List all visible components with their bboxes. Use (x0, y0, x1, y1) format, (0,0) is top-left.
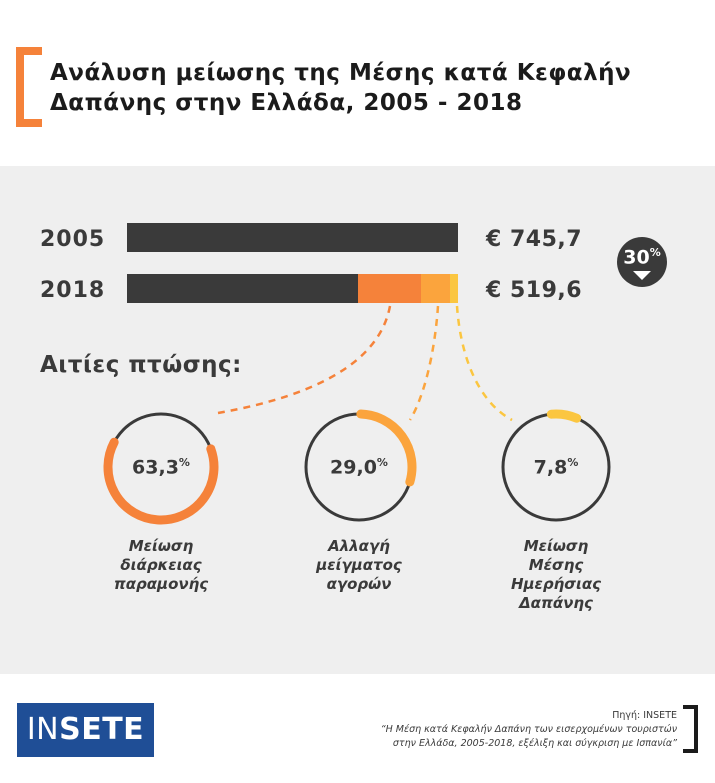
cause-arc-3 (546, 409, 582, 423)
source-label: Πηγή: INSETE (612, 710, 677, 721)
decline-value: 30 (623, 246, 650, 269)
cause-percent-2: 29,0% (330, 456, 388, 479)
cause-percent-3-value: 7,8 (533, 456, 568, 479)
cause-arc-1 (103, 437, 219, 525)
cause-label-2: Αλλαγή μείγματος αγορών (294, 537, 424, 594)
cause-percent-3: 7,8% (533, 456, 579, 479)
bar-2018-segment-daily-spend (450, 274, 459, 303)
cause-label-1-line-1: Μείωση (128, 537, 194, 555)
bar-2018-segment-stay (357, 274, 422, 303)
causes-heading: Αιτίες πτώσης: (40, 352, 242, 378)
title-bracket (16, 47, 42, 127)
cause-label-3-line-3: Ημερήσιας (510, 575, 602, 593)
bar-2018-segment-market-mix (421, 274, 451, 303)
source-line-2: στην Ελλάδα, 2005-2018, εξέλιξη και σύγκ… (392, 738, 677, 749)
bar-2005 (127, 223, 458, 252)
cause-label-3-line-1: Μείωση (523, 537, 589, 555)
cause-label-1-line-3: παραμονής (113, 575, 209, 593)
insete-logo: INSETE (17, 703, 154, 757)
decline-unit: % (649, 246, 661, 259)
cause-label-3: Μείωση Μέσης Ημερήσιας Δαπάνης (491, 537, 621, 613)
connector-3 (455, 305, 513, 422)
cause-label-1: Μείωση διάρκειας παραμονής (96, 537, 226, 594)
cause-label-1-line-2: διάρκειας (120, 556, 202, 574)
cause-percent-2-value: 29,0 (330, 456, 377, 479)
cause-percent-1: 63,3% (132, 456, 190, 479)
decline-badge: 30% (617, 237, 667, 287)
source-line-1: “Η Μέση κατά Κεφαλήν Δαπάνη των εισερχομ… (380, 724, 677, 735)
logo-text-sete: SETE (59, 712, 145, 747)
bar-2018-base (127, 274, 358, 303)
title-line-2: Δαπάνης στην Ελλάδα, 2005 - 2018 (50, 90, 523, 116)
year-label-2018: 2018 (40, 278, 106, 303)
title-line-1: Ανάλυση μείωσης της Μέσης κατά Κεφαλήν (50, 60, 632, 86)
down-arrow-icon (633, 271, 651, 280)
source-bracket (683, 705, 698, 753)
cause-label-2-line-2: μείγματος (316, 556, 402, 574)
connector-2 (408, 305, 440, 421)
logo-text-in: IN (26, 712, 60, 747)
source-note: Πηγή: INSETE “Η Μέση κατά Κεφαλήν Δαπάνη… (297, 709, 677, 751)
year-label-2005: 2005 (40, 227, 106, 252)
value-label-2018: € 519,6 (486, 278, 583, 303)
connector-1 (217, 305, 392, 415)
cause-arc-2 (356, 409, 417, 487)
cause-label-2-line-1: Αλλαγή (328, 537, 390, 555)
value-label-2005: € 745,7 (486, 227, 583, 252)
cause-percent-1-value: 63,3 (132, 456, 179, 479)
cause-label-3-line-2: Μέσης (528, 556, 584, 574)
cause-label-3-line-4: Δαπάνης (519, 594, 593, 612)
page-title: Ανάλυση μείωσης της Μέσης κατά Κεφαλήν Δ… (50, 58, 690, 118)
cause-label-2-line-3: αγορών (326, 575, 392, 593)
